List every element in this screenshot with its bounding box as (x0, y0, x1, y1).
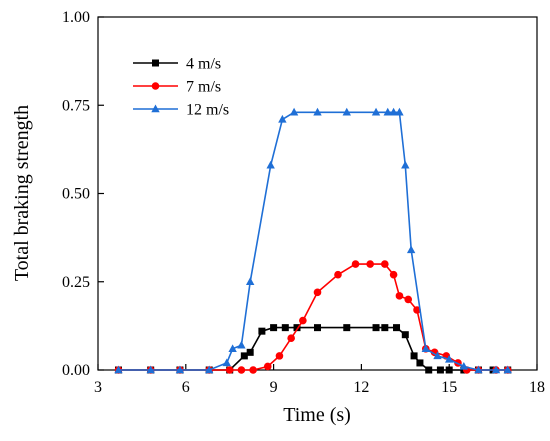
data-point-12-m-s (503, 365, 512, 374)
data-point-4-m-s (410, 352, 418, 360)
data-point-7-m-s (249, 366, 257, 374)
data-point-7-m-s (381, 260, 389, 268)
data-point-7-m-s (225, 366, 234, 374)
data-point-7-m-s (263, 362, 272, 371)
y-tick-label: 0.50 (62, 186, 90, 203)
data-point-4-m-s (314, 324, 321, 332)
data-point-7-m-s (275, 352, 284, 360)
data-point-12-m-s (245, 277, 255, 285)
legend-entry-7-m-s: 7 m/s (133, 79, 221, 96)
data-point-12-m-s (371, 107, 381, 116)
data-point-12-m-s (445, 354, 454, 363)
data-point-4-m-s (258, 327, 266, 335)
data-point-12-m-s (406, 245, 416, 254)
data-point-4-m-s (270, 324, 278, 332)
data-point-12-m-s (389, 107, 398, 116)
data-point-12-m-s (266, 160, 275, 169)
series-layer (114, 107, 512, 374)
data-point-7-m-s (287, 334, 295, 343)
data-point-12-m-s (491, 365, 501, 374)
legend-entry-12-m-s: 12 m/s (133, 102, 229, 119)
series-7-m-s (114, 260, 512, 374)
data-point-12-m-s (114, 365, 123, 374)
data-point-4-m-s (372, 324, 380, 332)
legend-marker (151, 82, 160, 90)
data-point-12-m-s (175, 365, 185, 374)
axis-ticks: 3 6 9 12 15 18 0.00 0.25 0.50 0.75 1.00 (62, 9, 545, 396)
data-point-12-m-s (474, 365, 483, 374)
data-point-4-m-s (393, 324, 401, 332)
data-point-12-m-s (383, 107, 392, 116)
legend: 4 m/s 7 m/s 12 m/s (133, 56, 229, 119)
data-point-12-m-s (237, 340, 246, 349)
data-point-4-m-s (343, 324, 351, 332)
data-point-7-m-s (404, 295, 413, 304)
x-tick-label: 3 (94, 379, 102, 396)
data-point-4-m-s (401, 331, 409, 339)
data-point-7-m-s (351, 260, 360, 268)
data-point-7-m-s (413, 306, 421, 314)
y-axis-title: Total braking strength (11, 105, 33, 281)
data-point-7-m-s (395, 292, 404, 300)
data-point-12-m-s (313, 107, 322, 116)
data-point-7-m-s (237, 366, 246, 374)
data-point-4-m-s (246, 348, 254, 356)
data-point-12-m-s (401, 160, 410, 169)
y-tick-label: 0.25 (62, 274, 90, 291)
data-point-12-m-s (228, 344, 237, 353)
data-point-12-m-s (289, 107, 299, 116)
data-point-12-m-s (459, 361, 469, 370)
x-tick-label: 12 (353, 379, 369, 396)
y-tick-label: 0.00 (62, 362, 90, 379)
series-line-7-m-s (118, 263, 508, 371)
data-point-12-m-s (421, 344, 430, 353)
data-point-4-m-s (445, 366, 453, 374)
data-point-12-m-s (433, 351, 442, 360)
x-axis-title: Time (s) (283, 404, 351, 426)
data-point-7-m-s (313, 288, 322, 297)
data-point-12-m-s (146, 365, 155, 374)
legend-marker (152, 59, 159, 67)
data-point-4-m-s (281, 324, 289, 332)
legend-label: 7 m/s (186, 79, 221, 96)
data-point-4-m-s (416, 359, 424, 367)
data-point-7-m-s (389, 270, 398, 279)
data-point-4-m-s (293, 324, 301, 332)
data-point-7-m-s (366, 260, 374, 268)
data-point-12-m-s (395, 107, 404, 116)
series-line-4-m-s (118, 326, 508, 371)
data-point-12-m-s (342, 107, 351, 116)
legend-label: 12 m/s (186, 102, 229, 119)
data-point-12-m-s (222, 358, 231, 367)
x-tick-label: 15 (441, 379, 457, 396)
data-point-4-m-s (381, 324, 389, 332)
legend-entry-4-m-s: 4 m/s (133, 56, 221, 73)
legend-label: 4 m/s (186, 56, 221, 73)
legend-marker (151, 104, 160, 113)
series-12-m-s (114, 107, 512, 374)
data-point-12-m-s (205, 365, 214, 374)
data-point-4-m-s (425, 366, 433, 374)
series-4-m-s (114, 324, 512, 374)
y-tick-label: 1.00 (62, 9, 90, 26)
x-tick-label: 9 (270, 379, 278, 396)
series-line-12-m-s (118, 111, 508, 371)
x-tick-label: 18 (529, 379, 545, 396)
y-tick-label: 0.75 (62, 97, 90, 114)
data-point-4-m-s (240, 352, 248, 360)
plot-frame (97, 16, 538, 371)
x-tick-label: 6 (182, 379, 190, 396)
data-point-7-m-s (299, 316, 307, 325)
data-point-4-m-s (436, 366, 444, 374)
data-point-12-m-s (278, 114, 287, 123)
data-point-7-m-s (334, 270, 342, 279)
